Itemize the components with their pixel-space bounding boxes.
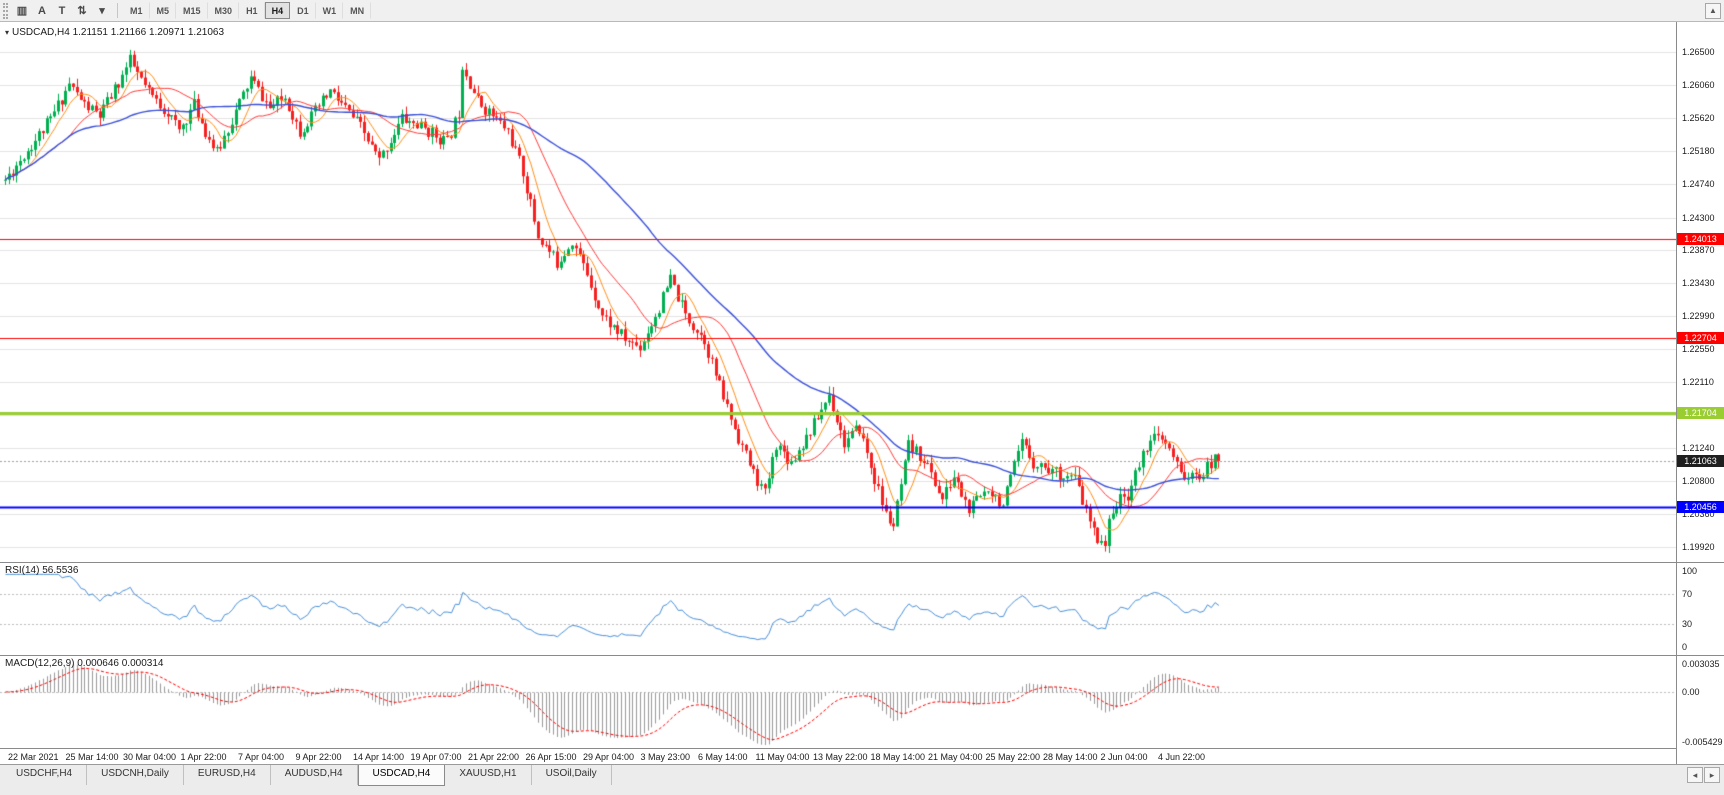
timeframe-buttons: M1 M5 M15 M30 H1 H4 D1 W1 MN	[123, 2, 372, 19]
time-axis-label: 4 Jun 22:00	[1158, 752, 1206, 762]
axis-tick: 1.24740	[1682, 179, 1715, 190]
axis-tick: 1.20800	[1682, 475, 1715, 486]
time-axis-label: 11 May 04:00	[755, 752, 810, 762]
timeframe-button-mn[interactable]: MN	[343, 2, 372, 19]
chart-tabbar: USDCHF,H4 USDCNH,Daily EURUSD,H4 AUDUSD,H4 U…	[0, 764, 1724, 795]
axis-tick: 1.25620	[1682, 113, 1715, 124]
time-axis-label: 28 May 14:00	[1043, 752, 1098, 762]
time-axis-label: 25 May 22:00	[985, 752, 1041, 762]
chart-tab-eurusd-h4[interactable]: EURUSD,H4	[184, 765, 271, 785]
chart-tab-usdcad-h4[interactable]: USDCAD,H4	[357, 765, 446, 786]
price-level-badge: 1.20456	[1677, 500, 1724, 513]
time-axis-label: 25 Mar 14:00	[65, 752, 119, 762]
price-level-badge: 1.22704	[1677, 331, 1724, 344]
toolbar-right: ▲	[1705, 2, 1721, 19]
timeframe-button-m1[interactable]: M1	[123, 2, 150, 19]
tab-scroll-right-icon[interactable]: ▸	[1704, 767, 1720, 783]
axis-tick: 1.22990	[1682, 311, 1715, 322]
time-axis-label: 6 May 14:00	[698, 752, 748, 762]
tab-scroll-arrows: ◂ ▸	[1683, 765, 1724, 785]
price-axis[interactable]: 1.26500 1.26060 1.25620 1.25180 1.24740 1.243…	[1676, 22, 1724, 764]
sort-order-icon[interactable]: ⇅	[77, 5, 87, 17]
chart-tab-audusd-h4[interactable]: AUDUSD,H4	[271, 765, 358, 785]
axis-tick: 1.23870	[1682, 244, 1715, 255]
time-axis-label: 13 May 22:00	[813, 752, 868, 762]
tab-scroll-left-icon[interactable]: ◂	[1687, 767, 1703, 783]
axis-tick: 0.00	[1682, 686, 1700, 697]
timeframe-button-d1[interactable]: D1	[290, 2, 316, 19]
chart-tab-usoil-daily[interactable]: USOil,Daily	[532, 765, 612, 785]
panel-separator[interactable]	[0, 562, 1724, 563]
timeframe-button-w1[interactable]: W1	[316, 2, 344, 19]
time-axis-label: 2 Jun 04:00	[1100, 752, 1148, 762]
time-axis-label: 3 May 23:00	[640, 752, 691, 762]
chart-properties-icon[interactable]: ▥	[16, 5, 28, 17]
axis-tick: 1.23430	[1682, 277, 1715, 288]
time-axis-label: 29 Apr 04:00	[583, 752, 635, 762]
time-axis-label: 14 Apr 14:00	[353, 752, 405, 762]
chart-tab-xauusd-h1[interactable]: XAUUSD,H1	[445, 765, 532, 785]
timeframe-button-h1[interactable]: H1	[239, 2, 265, 19]
timeframe-button-h4[interactable]: H4	[264, 2, 291, 19]
time-axis-label: 21 May 04:00	[928, 752, 983, 762]
text-tool-icon[interactable]: T	[58, 4, 66, 17]
axis-tick: 0.003035	[1682, 659, 1720, 669]
toolbar-separator	[117, 3, 118, 18]
axis-tick: 1.20360	[1682, 508, 1715, 519]
price-level-badge: 1.21704	[1677, 406, 1724, 419]
toolbar-icon-group: ▥ A T ⇅ ▾	[12, 2, 112, 20]
symbol-dropdown-icon[interactable]: ▾	[5, 28, 10, 37]
price-chart-canvas[interactable]	[0, 22, 1676, 562]
scroll-up-button[interactable]: ▲	[1705, 2, 1721, 19]
time-axis-label: 7 Apr 04:00	[238, 752, 285, 762]
axis-tick: 1.26060	[1682, 80, 1715, 91]
axis-tick: 1.25180	[1682, 146, 1715, 157]
chart-window: ▾ USDCAD,H4 1.21151 1.21166 1.20971 1.21…	[0, 22, 1724, 764]
time-axis-label: 22 Mar 2021	[8, 752, 59, 762]
axis-tick: 70	[1682, 588, 1693, 599]
top-toolbar: ▥ A T ⇅ ▾ M1 M5 M15 M30 H1 H4 D1 W1 MN ▲	[0, 0, 1724, 22]
time-axis-label: 9 Apr 22:00	[295, 752, 342, 762]
ohlc-text: USDCAD,H4 1.21151 1.21166 1.20971 1.2106…	[12, 27, 225, 38]
axis-tick: 100	[1682, 566, 1698, 576]
cursor-arrow-icon[interactable]: A	[38, 4, 46, 17]
axis-tick: 1.19920	[1682, 542, 1715, 552]
time-axis-label: 19 Apr 07:00	[410, 752, 462, 762]
current-price-badge: 1.21063	[1677, 455, 1724, 467]
timeframe-button-m15[interactable]: M15	[176, 2, 208, 19]
macd-label: MACD(12,26,9) 0.000646 0.000314	[5, 658, 164, 669]
axis-tick: 1.21240	[1682, 442, 1715, 453]
axis-tick: 1.26500	[1682, 47, 1715, 57]
axis-tick: -0.005429	[1682, 737, 1723, 747]
macd-indicator-canvas[interactable]	[0, 656, 1676, 748]
time-axis[interactable]: 22 Mar 2021 25 Mar 14:00 30 Mar 04:00 1 Apr…	[0, 748, 1676, 764]
rsi-label: RSI(14) 56.5536	[5, 565, 79, 576]
time-axis-label: 26 Apr 15:00	[525, 752, 577, 762]
time-axis-label: 1 Apr 22:00	[180, 752, 227, 762]
panel-separator[interactable]	[0, 655, 1724, 656]
chart-tab-usdcnh-daily[interactable]: USDCNH,Daily	[87, 765, 184, 785]
time-axis-label: 18 May 14:00	[870, 752, 926, 762]
timeframe-button-m5[interactable]: M5	[150, 2, 177, 19]
timeframe-button-m30[interactable]: M30	[208, 2, 240, 19]
chart-tab-usdchf-h4[interactable]: USDCHF,H4	[2, 765, 88, 785]
axis-tick: 1.22550	[1682, 344, 1715, 355]
rsi-indicator-canvas[interactable]	[0, 563, 1676, 655]
price-level-badge: 1.24013	[1677, 233, 1724, 246]
time-axis-label: 30 Mar 04:00	[123, 752, 177, 762]
axis-tick: 1.22110	[1682, 377, 1714, 388]
dropdown-arrow-icon[interactable]: ▾	[99, 5, 105, 17]
toolbar-handle[interactable]	[3, 2, 8, 19]
axis-tick: 1.24300	[1682, 212, 1715, 223]
chart-ohlc-title: ▾ USDCAD,H4 1.21151 1.21166 1.20971 1.21…	[5, 27, 224, 38]
chart-tabs: USDCHF,H4 USDCNH,Daily EURUSD,H4 AUDUSD,H4 U…	[0, 765, 612, 786]
axis-tick: 30	[1682, 619, 1693, 630]
time-axis-label: 21 Apr 22:00	[468, 752, 520, 762]
axis-tick: 0	[1682, 642, 1688, 652]
